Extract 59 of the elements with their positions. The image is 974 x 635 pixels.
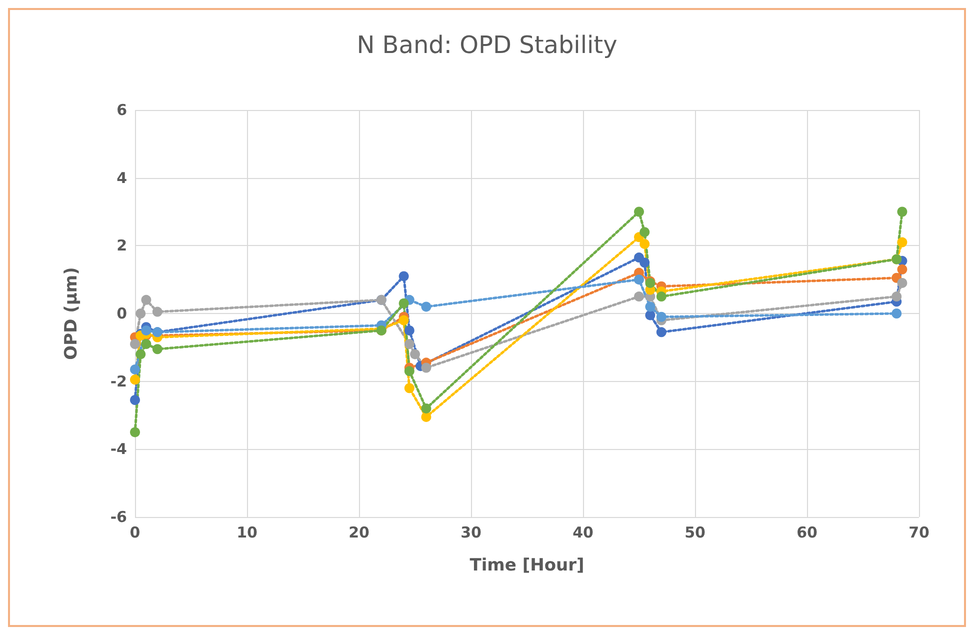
- point: [141, 339, 152, 350]
- point: [421, 412, 432, 422]
- point: [404, 366, 414, 376]
- x-tick-label: 20: [348, 524, 370, 542]
- x-tick-label: 40: [572, 524, 594, 542]
- point: [897, 206, 908, 217]
- point: [645, 302, 656, 312]
- point: [141, 325, 152, 336]
- point: [421, 403, 432, 414]
- x-axis-title: Time [Hour]: [470, 556, 584, 576]
- x-tick-label: 70: [908, 524, 930, 542]
- point: [892, 292, 902, 302]
- point: [152, 306, 162, 317]
- point: [892, 308, 902, 318]
- point: [136, 308, 146, 318]
- point: [634, 292, 644, 302]
- point: [656, 327, 666, 338]
- y-axis-title: OPD (µm): [62, 267, 82, 360]
- point: [130, 364, 140, 374]
- point: [398, 271, 409, 282]
- point: [634, 206, 644, 217]
- point: [634, 274, 644, 285]
- x-tick-label: 10: [236, 524, 258, 542]
- y-tick-label: -6: [110, 508, 127, 526]
- point: [897, 278, 908, 288]
- point: [656, 292, 666, 302]
- point: [410, 349, 420, 360]
- point: [404, 339, 414, 350]
- y-tick-label: 2: [116, 236, 127, 255]
- point: [404, 383, 414, 394]
- y-tick-label: 6: [116, 101, 127, 119]
- point: [141, 294, 152, 305]
- point: [398, 315, 409, 326]
- y-tick-label: 4: [116, 168, 127, 187]
- point: [421, 302, 432, 312]
- point: [656, 312, 666, 322]
- y-tick-label: -4: [110, 440, 127, 458]
- point: [421, 362, 432, 373]
- y-tick-label: -2: [110, 372, 127, 390]
- chart-title: N Band: OPD Stability: [356, 31, 618, 59]
- x-tick-label: 50: [684, 524, 706, 542]
- y-tick-label: 0: [116, 304, 127, 322]
- point: [645, 310, 656, 320]
- point: [897, 264, 908, 274]
- x-tick-label: 0: [130, 524, 140, 542]
- point: [136, 349, 146, 360]
- point: [640, 238, 650, 249]
- point: [130, 374, 140, 385]
- point: [130, 394, 140, 405]
- point: [152, 344, 162, 354]
- point: [130, 339, 140, 350]
- x-tick-label: 30: [460, 524, 482, 542]
- point: [130, 427, 140, 438]
- x-tick-label: 60: [796, 524, 818, 542]
- point: [404, 325, 414, 336]
- point: [640, 258, 650, 268]
- point: [640, 227, 650, 238]
- point: [897, 237, 908, 248]
- point: [398, 298, 409, 308]
